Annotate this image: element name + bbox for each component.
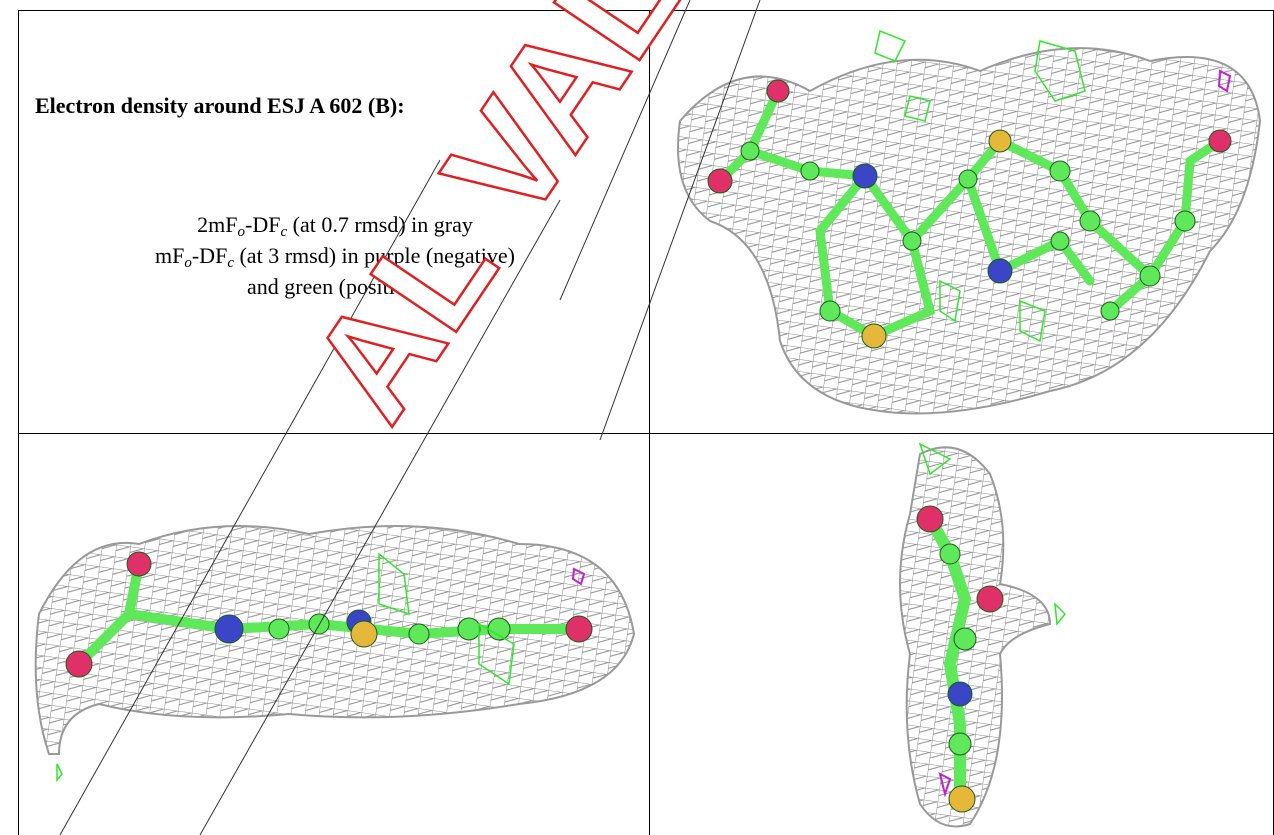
heading: Electron density around ESJ A 602 (B): (35, 93, 405, 119)
t: (at 0.7 rmsd) in gray (287, 212, 473, 237)
image-cell (649, 10, 1274, 434)
legend-line: 2mFo-DFc (at 0.7 rmsd) in gray (19, 209, 650, 240)
t: mF (155, 243, 184, 268)
page: Electron density around ESJ A 602 (B): 2… (0, 0, 1274, 835)
t: o (184, 255, 192, 271)
t: c (227, 255, 234, 271)
t: (at 3 rmsd) in purple (negative) (234, 243, 515, 268)
t: o (238, 224, 246, 240)
legend-line: mFo-DFc (at 3 rmsd) in purple (negative) (19, 240, 650, 271)
t: -DF (192, 243, 227, 268)
density-image (650, 434, 1274, 835)
text-cell: Electron density around ESJ A 602 (B): 2… (18, 10, 650, 434)
t: -DF (245, 212, 280, 237)
image-cell (649, 433, 1274, 835)
legend: 2mFo-DFc (at 0.7 rmsd) in gray mFo-DFc (… (19, 209, 650, 302)
legend-line: and green (positive) (19, 271, 650, 302)
density-image (19, 434, 650, 835)
image-cell (18, 433, 650, 835)
density-image (650, 11, 1274, 434)
t: 2mF (197, 212, 237, 237)
